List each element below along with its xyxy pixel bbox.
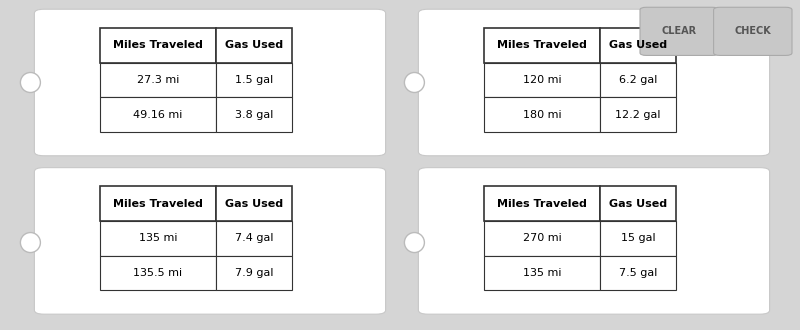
- Text: 1.5 gal: 1.5 gal: [235, 75, 273, 85]
- Bar: [216, 256, 292, 290]
- Bar: [216, 97, 292, 132]
- Text: 120 mi: 120 mi: [522, 75, 562, 85]
- Bar: [216, 63, 292, 97]
- Ellipse shape: [21, 233, 40, 252]
- Bar: [100, 97, 216, 132]
- Text: Gas Used: Gas Used: [225, 40, 283, 50]
- Bar: [600, 221, 676, 256]
- Ellipse shape: [405, 233, 425, 252]
- Bar: [216, 186, 292, 221]
- FancyBboxPatch shape: [34, 168, 386, 314]
- Text: Gas Used: Gas Used: [609, 40, 667, 50]
- Text: Gas Used: Gas Used: [609, 199, 667, 209]
- Bar: [100, 256, 216, 290]
- Text: Miles Traveled: Miles Traveled: [113, 199, 203, 209]
- Bar: [484, 256, 600, 290]
- Text: 135 mi: 135 mi: [522, 268, 562, 278]
- Text: 7.5 gal: 7.5 gal: [619, 268, 657, 278]
- FancyBboxPatch shape: [34, 9, 386, 156]
- Bar: [216, 221, 292, 256]
- Ellipse shape: [21, 73, 40, 92]
- Bar: [484, 97, 600, 132]
- Bar: [484, 28, 600, 63]
- Text: 49.16 mi: 49.16 mi: [134, 110, 182, 120]
- Bar: [600, 97, 676, 132]
- Bar: [484, 221, 600, 256]
- Bar: [100, 63, 216, 97]
- Bar: [100, 221, 216, 256]
- Text: Miles Traveled: Miles Traveled: [113, 40, 203, 50]
- Text: 7.9 gal: 7.9 gal: [234, 268, 274, 278]
- Text: 3.8 gal: 3.8 gal: [235, 110, 273, 120]
- FancyBboxPatch shape: [714, 7, 792, 55]
- Bar: [484, 186, 600, 221]
- Bar: [600, 63, 676, 97]
- Bar: [216, 28, 292, 63]
- Text: Miles Traveled: Miles Traveled: [497, 199, 587, 209]
- Text: 135.5 mi: 135.5 mi: [134, 268, 182, 278]
- Bar: [600, 28, 676, 63]
- Bar: [100, 186, 216, 221]
- Text: 12.2 gal: 12.2 gal: [615, 110, 661, 120]
- FancyBboxPatch shape: [418, 168, 770, 314]
- Text: 135 mi: 135 mi: [138, 233, 178, 244]
- Text: 6.2 gal: 6.2 gal: [619, 75, 657, 85]
- Text: Miles Traveled: Miles Traveled: [497, 40, 587, 50]
- Text: 270 mi: 270 mi: [522, 233, 562, 244]
- FancyBboxPatch shape: [640, 7, 718, 55]
- Text: 27.3 mi: 27.3 mi: [137, 75, 179, 85]
- Text: 180 mi: 180 mi: [522, 110, 562, 120]
- Bar: [600, 186, 676, 221]
- Bar: [484, 63, 600, 97]
- Text: 15 gal: 15 gal: [621, 233, 655, 244]
- FancyBboxPatch shape: [418, 9, 770, 156]
- Ellipse shape: [405, 73, 425, 92]
- Bar: [100, 28, 216, 63]
- Text: 7.4 gal: 7.4 gal: [234, 233, 274, 244]
- Bar: [600, 256, 676, 290]
- Text: Gas Used: Gas Used: [225, 199, 283, 209]
- Text: CHECK: CHECK: [734, 26, 771, 36]
- Text: CLEAR: CLEAR: [662, 26, 697, 36]
